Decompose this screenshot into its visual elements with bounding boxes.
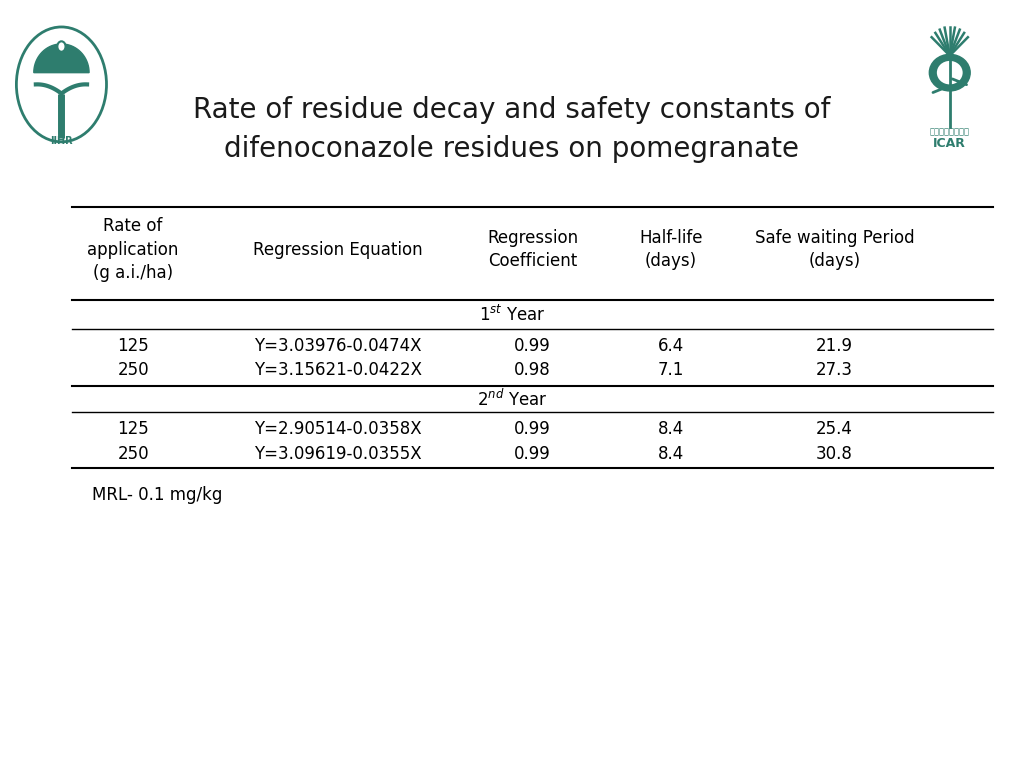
Text: 27.3: 27.3 xyxy=(816,361,853,379)
Text: 8.4: 8.4 xyxy=(657,420,684,439)
Text: 0.99: 0.99 xyxy=(514,445,551,463)
Text: Y=3.15621-0.0422X: Y=3.15621-0.0422X xyxy=(254,361,422,379)
Text: 0.99: 0.99 xyxy=(514,420,551,439)
Text: ICAR: ICAR xyxy=(933,137,967,150)
Text: 25.4: 25.4 xyxy=(816,420,853,439)
Circle shape xyxy=(57,41,66,51)
Text: Rate of residue decay and safety constants of
difenoconazole residues on pomegra: Rate of residue decay and safety constan… xyxy=(194,96,830,163)
Text: Regression Equation: Regression Equation xyxy=(253,240,423,259)
Text: 125: 125 xyxy=(117,336,150,355)
Text: Half-life
(days): Half-life (days) xyxy=(639,229,702,270)
Text: Y=3.09619-0.0355X: Y=3.09619-0.0355X xyxy=(254,445,422,463)
Text: 30.8: 30.8 xyxy=(816,445,853,463)
Text: 7.1: 7.1 xyxy=(657,361,684,379)
Text: $2^{nd}$ Year: $2^{nd}$ Year xyxy=(476,389,548,410)
Text: Y=2.90514-0.0358X: Y=2.90514-0.0358X xyxy=(254,420,422,439)
Text: 125: 125 xyxy=(117,420,150,439)
Ellipse shape xyxy=(930,55,970,91)
Text: $1^{st}$ Year: $1^{st}$ Year xyxy=(479,305,545,325)
Text: 0.99: 0.99 xyxy=(514,336,551,355)
Text: Y=3.03976-0.0474X: Y=3.03976-0.0474X xyxy=(254,336,422,355)
Ellipse shape xyxy=(937,61,963,84)
Text: MRL- 0.1 mg/kg: MRL- 0.1 mg/kg xyxy=(92,486,222,505)
Text: 250: 250 xyxy=(118,445,148,463)
Text: भाकृअनुप: भाकृअनुप xyxy=(930,127,970,136)
Text: Regression
Coefficient: Regression Coefficient xyxy=(487,229,578,270)
Text: 6.4: 6.4 xyxy=(657,336,684,355)
Text: 8.4: 8.4 xyxy=(657,445,684,463)
Text: 0.98: 0.98 xyxy=(514,361,551,379)
Polygon shape xyxy=(34,44,89,73)
Text: Rate of
application
(g a.i./ha): Rate of application (g a.i./ha) xyxy=(87,217,179,282)
Text: 21.9: 21.9 xyxy=(816,336,853,355)
Text: 250: 250 xyxy=(118,361,148,379)
Text: IIHR: IIHR xyxy=(50,135,73,146)
Text: Safe waiting Period
(days): Safe waiting Period (days) xyxy=(755,229,914,270)
